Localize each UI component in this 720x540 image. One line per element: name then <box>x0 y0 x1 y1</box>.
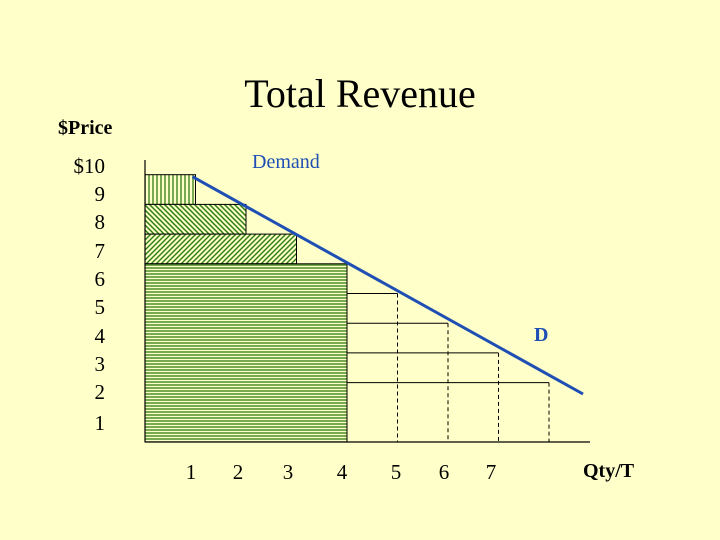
y-tick-label: 3 <box>95 352 106 376</box>
revenue-rect-4 <box>144 263 348 443</box>
chart-title-text: Total Revenue <box>244 71 476 116</box>
y-axis-label: $Price <box>58 117 113 139</box>
x-tick-label: 6 <box>439 460 450 484</box>
revenue-rect-3 <box>144 233 297 265</box>
y-tick-label: 5 <box>95 295 106 319</box>
y-tick-label: 9 <box>95 182 106 206</box>
revenue-rect-2 <box>144 203 247 235</box>
demand-label: Demand <box>252 151 320 173</box>
y-tick-label: 2 <box>95 380 106 404</box>
x-tick-label: 1 <box>186 460 197 484</box>
y-tick-label: 8 <box>95 210 106 234</box>
y-tick-label: 6 <box>95 267 106 291</box>
demand-end-label: D <box>534 324 548 346</box>
x-tick-label: 3 <box>283 460 294 484</box>
revenue-rect-1 <box>144 174 196 205</box>
y-tick-label: 1 <box>95 411 106 435</box>
chart-title: Total Revenue <box>0 70 720 118</box>
demand-line <box>191 175 584 396</box>
y-tick-label: 4 <box>95 324 106 348</box>
x-tick-label: 5 <box>391 460 402 484</box>
x-tick-label: 4 <box>337 460 348 484</box>
x-tick-label: 7 <box>486 460 497 484</box>
y-tick-label: $10 <box>74 154 106 178</box>
x-axis-label: Qty/T <box>583 460 635 482</box>
y-tick-label: 7 <box>95 239 106 263</box>
x-tick-label: 2 <box>233 460 244 484</box>
